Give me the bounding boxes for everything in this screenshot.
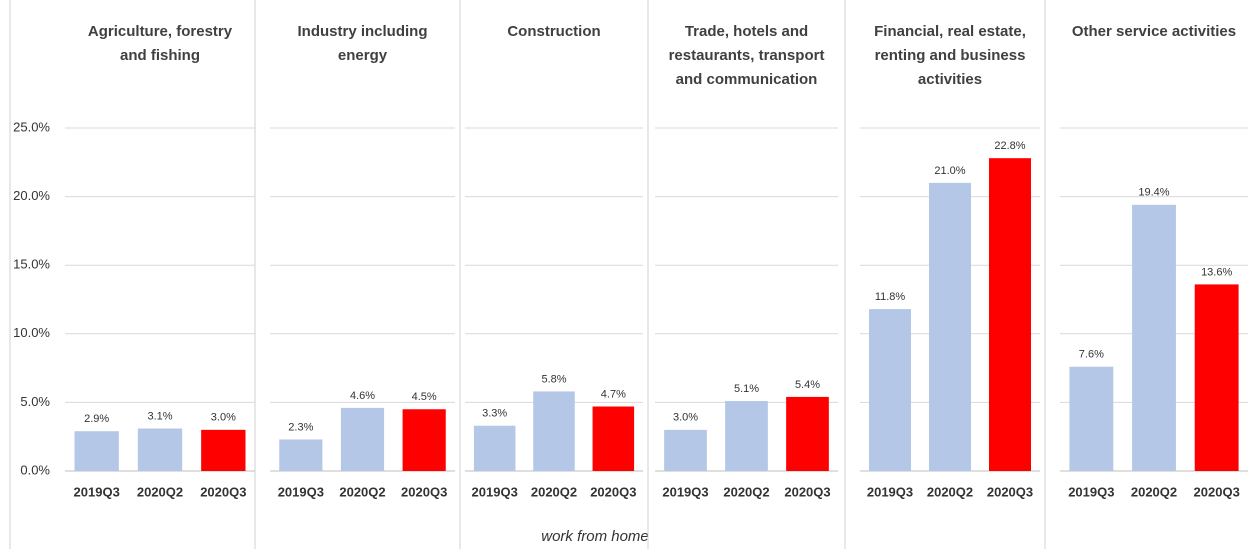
bar (592, 406, 635, 471)
panel-title: Construction (507, 23, 601, 40)
y-tick-label: 5.0% (20, 394, 50, 409)
value-label: 3.3% (482, 408, 507, 420)
value-label: 2.3% (288, 421, 313, 433)
x-tick-label: 2020Q3 (987, 484, 1033, 499)
x-tick-label: 2020Q3 (1194, 484, 1240, 499)
bar (201, 429, 246, 471)
x-tick-label: 2020Q2 (1131, 484, 1177, 499)
value-label: 4.5% (412, 391, 437, 403)
bar (725, 401, 768, 471)
value-label: 7.6% (1079, 349, 1104, 361)
bar (869, 309, 911, 471)
x-tick-label: 2019Q3 (1068, 484, 1114, 499)
y-tick-label: 15.0% (13, 257, 50, 272)
x-tick-label: 2020Q3 (784, 484, 830, 499)
x-tick-label: 2019Q3 (472, 484, 518, 499)
bar (786, 396, 829, 471)
y-tick-label: 10.0% (13, 325, 50, 340)
panel-title: Financial, real estate, renting and busi… (874, 23, 1026, 88)
value-label: 22.8% (994, 140, 1025, 152)
bar (279, 439, 323, 471)
value-label: 3.1% (147, 410, 172, 422)
panel-title: Trade, hotels and restaurants, transport… (668, 23, 825, 88)
value-label: 11.8% (875, 291, 906, 303)
y-tick-label: 0.0% (20, 462, 50, 477)
y-tick-label: 25.0% (13, 119, 50, 134)
x-tick-label: 2020Q3 (590, 484, 636, 499)
x-tick-label: 2020Q2 (339, 484, 385, 499)
y-tick-label: 20.0% (13, 188, 50, 203)
value-label: 4.7% (601, 388, 626, 400)
bar (340, 407, 385, 471)
x-tick-label: 2020Q3 (401, 484, 447, 499)
x-tick-label: 2019Q3 (278, 484, 324, 499)
value-label: 3.0% (673, 412, 698, 424)
x-tick-label: 2019Q3 (662, 484, 708, 499)
x-tick-label: 2020Q2 (137, 484, 183, 499)
bar (533, 391, 575, 471)
x-axis-label: work from home (541, 528, 649, 545)
panel-title: Other service activities (1071, 23, 1237, 40)
value-label: 5.4% (795, 379, 820, 391)
bar (989, 158, 1031, 471)
value-label: 5.1% (734, 383, 759, 395)
x-tick-label: 2019Q3 (867, 484, 913, 499)
bar (1069, 366, 1114, 471)
value-label: 5.8% (541, 373, 566, 385)
bar (929, 182, 971, 471)
bar (402, 409, 446, 471)
bar (1194, 284, 1239, 471)
bar (473, 425, 516, 471)
x-tick-label: 2019Q3 (74, 484, 120, 499)
bar (74, 431, 119, 471)
value-label: 21.0% (934, 165, 965, 177)
x-tick-label: 2020Q3 (200, 484, 246, 499)
value-label: 4.6% (350, 390, 375, 402)
value-label: 19.4% (1138, 187, 1169, 199)
x-tick-label: 2020Q2 (723, 484, 769, 499)
x-tick-label: 2020Q2 (927, 484, 973, 499)
value-label: 3.0% (211, 412, 236, 424)
panel-title: Industry including energy (297, 23, 428, 64)
value-label: 2.9% (84, 413, 109, 425)
bar (1132, 204, 1176, 471)
value-label: 13.6% (1201, 266, 1232, 278)
panel-title: Agriculture, forestry and fishing (87, 23, 233, 64)
bar (137, 428, 183, 471)
bar (664, 429, 707, 471)
x-tick-label: 2020Q2 (531, 484, 577, 499)
